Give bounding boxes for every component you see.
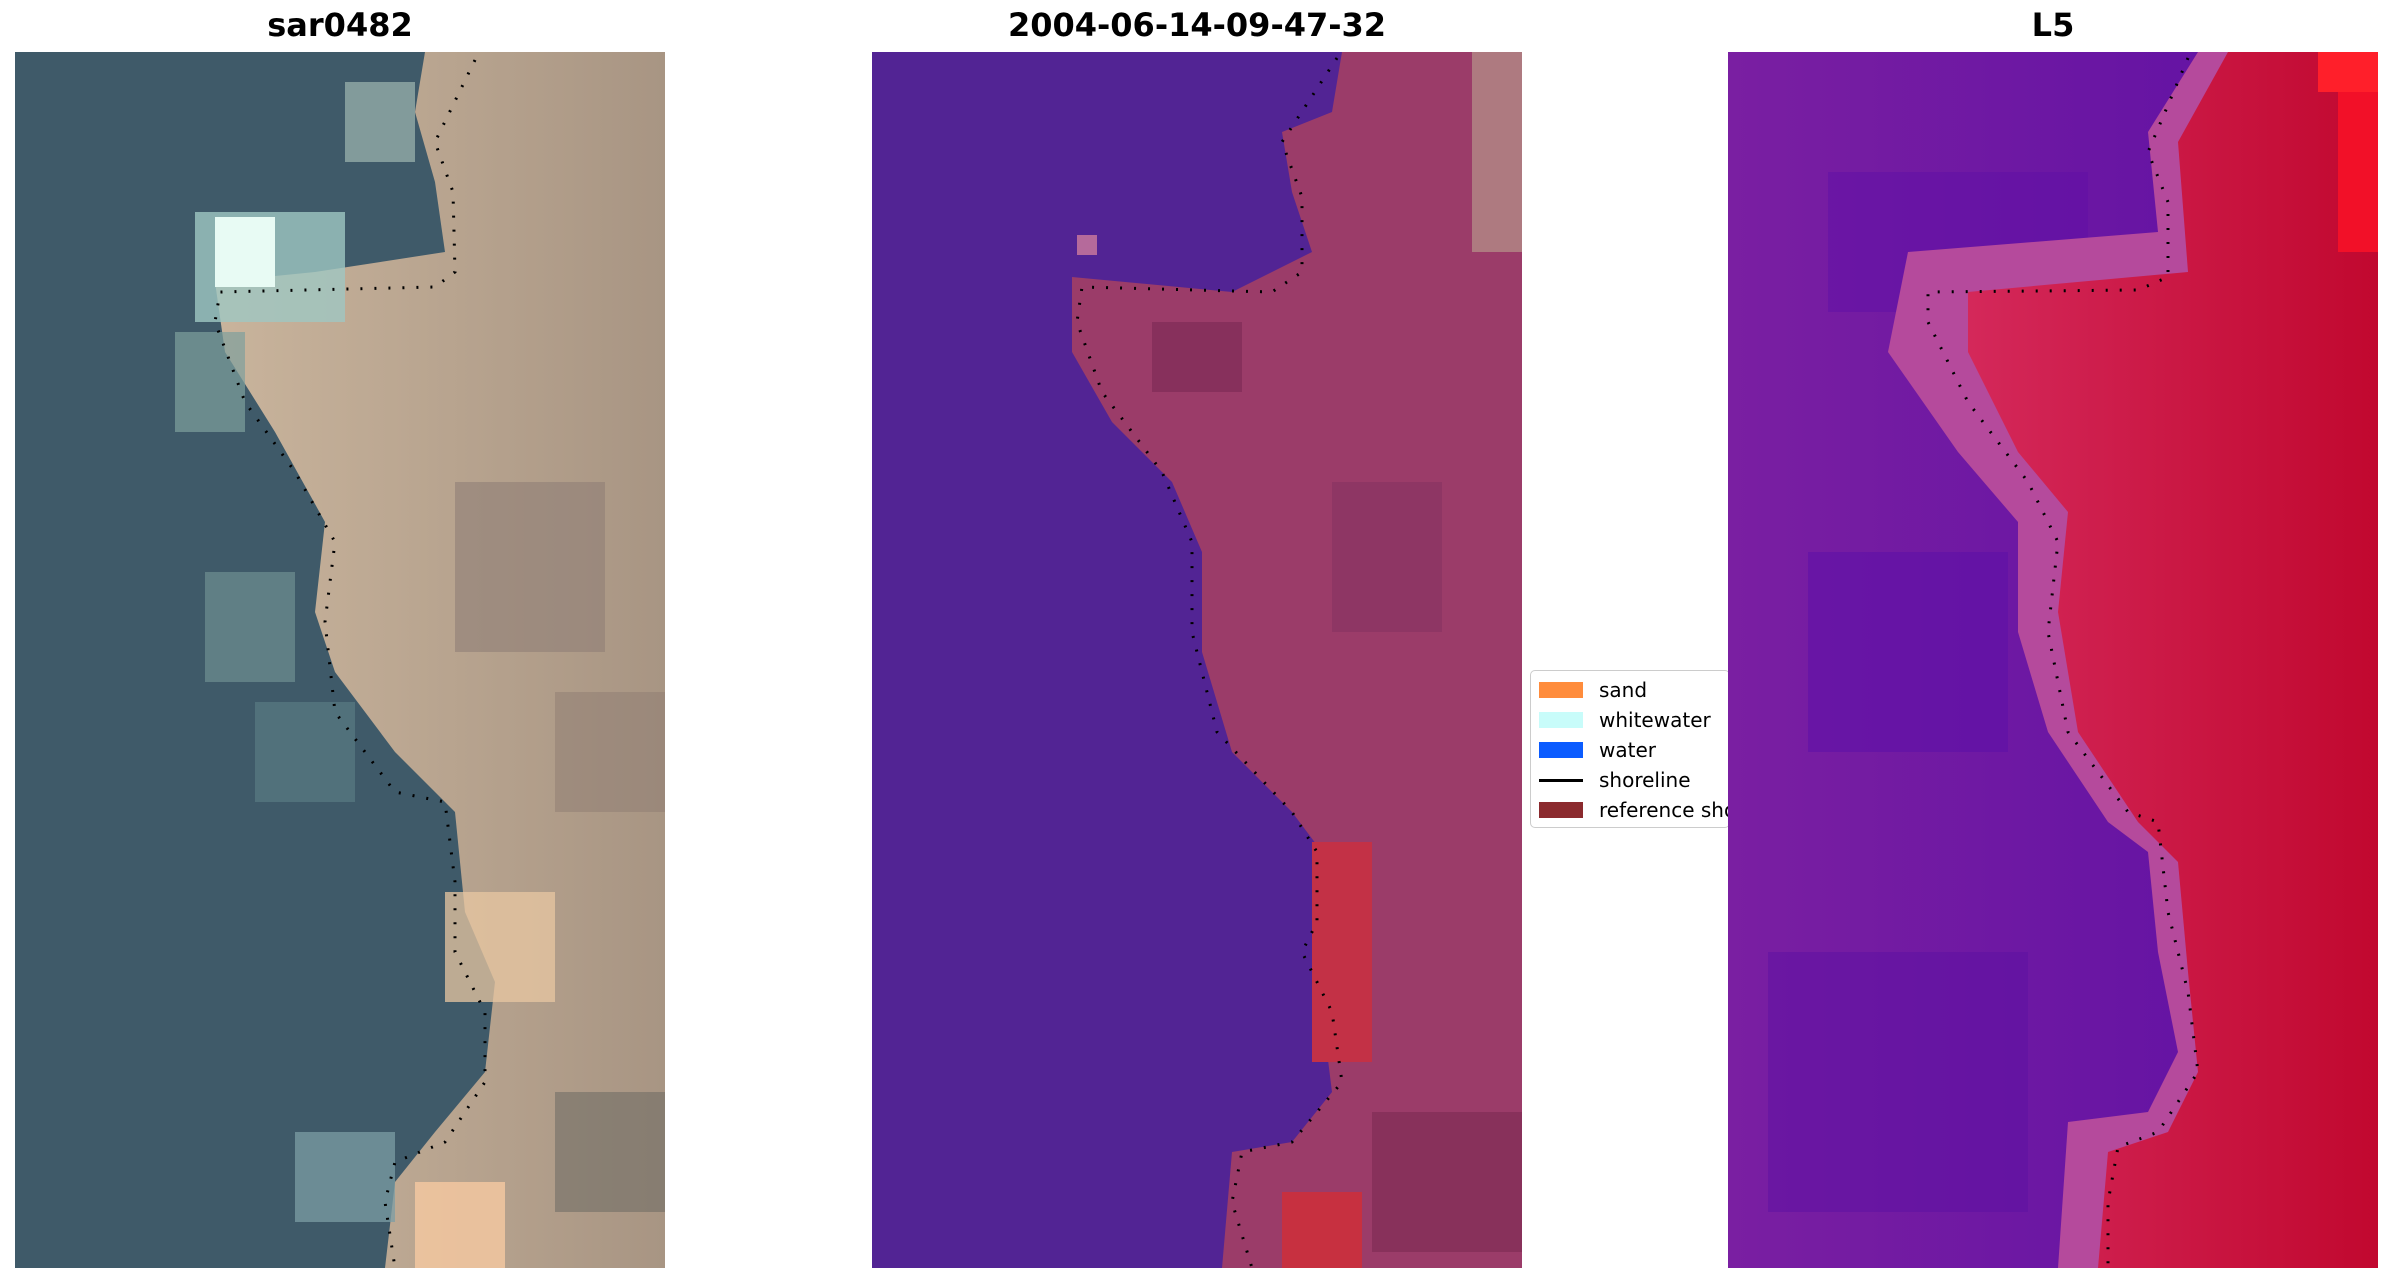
legend-item-shoreline: shoreline bbox=[1539, 767, 1691, 793]
land-class-shadow bbox=[1152, 322, 1242, 392]
land-class-shadow bbox=[1372, 1112, 1522, 1252]
legend: sand whitewater water shoreline referenc… bbox=[1530, 670, 1730, 828]
index-high-area bbox=[1968, 52, 2378, 1268]
legend-label-whitewater: whitewater bbox=[1599, 708, 1711, 732]
water-pixel bbox=[1077, 235, 1097, 255]
legend-item-reference-shoreline: reference shoreline bbox=[1539, 797, 1729, 823]
legend-swatch-whitewater bbox=[1539, 712, 1583, 728]
whitewater-patch bbox=[345, 82, 415, 162]
index-image bbox=[1728, 52, 2378, 1268]
whitewater-patch bbox=[175, 332, 245, 432]
land-shadow bbox=[555, 692, 665, 812]
whitewater-patch bbox=[205, 572, 295, 682]
index-peak bbox=[2318, 52, 2378, 92]
reference-patch bbox=[1282, 1192, 1362, 1268]
legend-swatch-water bbox=[1539, 742, 1583, 758]
panel-title-rgb: sar0482 bbox=[267, 6, 413, 44]
whitewater-patch bbox=[215, 217, 275, 287]
legend-label-shoreline: shoreline bbox=[1599, 768, 1691, 792]
rgb-image bbox=[15, 52, 665, 1268]
legend-line-shoreline bbox=[1539, 778, 1583, 782]
legend-swatch-reference-shoreline bbox=[1539, 802, 1583, 818]
classification-image bbox=[872, 52, 1522, 1268]
legend-label-reference-shoreline: reference shoreline bbox=[1599, 798, 1729, 822]
land-class-shadow bbox=[1332, 482, 1442, 632]
index-low-patch bbox=[1808, 552, 2008, 752]
legend-item-whitewater: whitewater bbox=[1539, 707, 1711, 733]
index-low-patch bbox=[1768, 952, 2028, 1212]
legend-item-water: water bbox=[1539, 737, 1656, 763]
shoreline bbox=[1926, 57, 2200, 1268]
sand-class-patch bbox=[1472, 52, 1522, 252]
whitewater-patch bbox=[295, 1132, 395, 1222]
reference-patch bbox=[1312, 842, 1372, 1062]
panel-title-index: L5 bbox=[2031, 6, 2075, 44]
index-peak bbox=[2338, 92, 2378, 252]
legend-swatch-sand bbox=[1539, 682, 1583, 698]
legend-item-sand: sand bbox=[1539, 677, 1647, 703]
land-shadow bbox=[555, 1092, 665, 1212]
sand-patch bbox=[445, 892, 555, 1002]
legend-label-sand: sand bbox=[1599, 678, 1648, 702]
panel-title-classification: 2004-06-14-09-47-32 bbox=[1007, 6, 1387, 44]
sand-patch bbox=[415, 1182, 505, 1268]
legend-label-water: water bbox=[1599, 738, 1656, 762]
land-shadow bbox=[455, 482, 605, 652]
